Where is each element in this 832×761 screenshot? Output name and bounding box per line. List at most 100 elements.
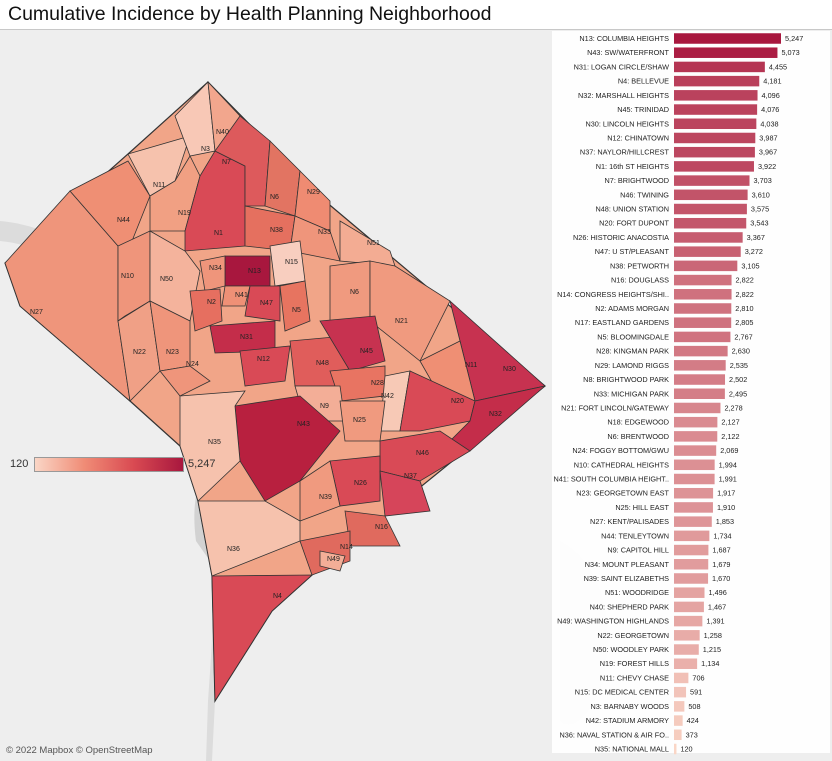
bar[interactable] — [674, 232, 743, 243]
bar[interactable] — [674, 75, 760, 87]
bar[interactable] — [674, 289, 732, 300]
bar[interactable] — [674, 132, 756, 144]
bar-value-label: 2,810 — [735, 304, 753, 313]
region-n44[interactable] — [69, 160, 151, 247]
bar[interactable] — [674, 260, 738, 272]
region-n24[interactable] — [159, 365, 211, 397]
region-n49[interactable] — [319, 550, 346, 572]
bar[interactable] — [674, 274, 732, 286]
bar[interactable] — [674, 90, 758, 101]
dc-choropleth-map[interactable]: N40 N3 N7 N11 N6 N29 N19 N44 N1 N38 N33 N51 N15 N34 N1… — [0, 30, 832, 761]
region-n47[interactable] — [244, 285, 281, 322]
map-label-n1: N1 — [214, 230, 223, 237]
bar[interactable] — [674, 416, 718, 428]
bar[interactable] — [674, 715, 683, 726]
bar[interactable] — [674, 573, 709, 584]
bar[interactable] — [674, 473, 715, 485]
bar-category-label: N4: BELLEVUE — [618, 77, 669, 86]
bar[interactable] — [674, 445, 717, 456]
region-n35[interactable] — [179, 390, 246, 502]
bar-category-label: N47: U ST/PLEASANT — [595, 247, 670, 256]
bar[interactable] — [674, 658, 698, 669]
bar-category-label: N36: NAVAL STATION & AIR FO.. — [560, 730, 669, 739]
bar-value-label: 1,910 — [717, 503, 735, 512]
bar-value-label: 3,575 — [751, 205, 769, 214]
bar[interactable] — [674, 246, 741, 257]
bar[interactable] — [674, 388, 725, 400]
bar[interactable] — [674, 701, 685, 712]
bar-category-label: N13: COLUMBIA HEIGHTS — [579, 34, 669, 43]
bar-category-label: N11: CHEVY CHASE — [600, 673, 669, 682]
region-n39[interactable] — [299, 460, 341, 522]
bar[interactable] — [674, 502, 713, 513]
region-n2[interactable] — [189, 288, 223, 332]
bar[interactable] — [674, 587, 705, 598]
bar[interactable] — [674, 303, 732, 314]
bar[interactable] — [674, 118, 757, 130]
bar-category-label: N12: CHINATOWN — [607, 133, 669, 142]
map-label-n11: N11 — [153, 182, 165, 189]
bar[interactable] — [674, 374, 726, 385]
bar-value-label: 4,096 — [762, 91, 780, 100]
bar-value-label: 2,630 — [732, 347, 750, 356]
bar[interactable] — [674, 33, 781, 44]
bar-category-label: N9: CAPITOL HILL — [607, 546, 669, 555]
legend: 120 5,247 — [10, 456, 220, 474]
bar[interactable] — [674, 104, 758, 115]
bar-category-label: N28: KINGMAN PARK — [596, 347, 669, 356]
region-n37[interactable] — [379, 470, 431, 517]
bar-value-label: 1,917 — [717, 489, 735, 498]
bar-category-label: N19: FOREST HILLS — [600, 659, 669, 668]
bar[interactable] — [674, 317, 732, 328]
map-label-n47: N47 — [260, 300, 273, 307]
region-n4[interactable] — [211, 574, 314, 703]
bar-category-label: N30: LINCOLN HEIGHTS — [585, 119, 669, 128]
region-n5[interactable] — [279, 280, 311, 332]
bar[interactable] — [674, 161, 754, 172]
bar[interactable] — [674, 544, 709, 556]
bar-category-label: N6: BRENTWOOD — [607, 432, 669, 441]
bar-category-label: N35: NATIONAL MALL — [595, 745, 669, 754]
bar-category-label: N43: SW/WATERFRONT — [587, 48, 669, 57]
bar[interactable] — [674, 615, 703, 627]
bar[interactable] — [674, 729, 682, 741]
bar[interactable] — [674, 672, 689, 684]
bar[interactable] — [674, 402, 721, 414]
legend-max-label: 5,247 — [188, 458, 216, 470]
bar-value-label: 1,134 — [701, 659, 719, 668]
region-n41[interactable] — [221, 285, 251, 307]
bar[interactable] — [674, 743, 677, 755]
bar[interactable] — [674, 61, 765, 73]
legend-min-label: 120 — [10, 458, 29, 470]
bar[interactable] — [674, 146, 755, 158]
region-n21[interactable] — [369, 260, 451, 362]
map-label-n36: N36 — [227, 546, 240, 553]
bar[interactable] — [674, 516, 712, 527]
region-n20[interactable] — [399, 370, 476, 432]
bar[interactable] — [674, 601, 704, 613]
bar[interactable] — [674, 644, 699, 655]
map-label-n41: N41 — [235, 292, 248, 299]
bar[interactable] — [674, 360, 726, 371]
region-n12[interactable] — [239, 345, 291, 387]
map-label-n45: N45 — [360, 348, 373, 355]
bar[interactable] — [674, 487, 714, 499]
bar[interactable] — [674, 345, 728, 357]
bar[interactable] — [674, 686, 687, 698]
bar[interactable] — [674, 431, 718, 442]
dashboard-title: Cumulative Incidence by Health Planning … — [8, 3, 492, 25]
bar[interactable] — [674, 530, 710, 542]
bar[interactable] — [674, 459, 715, 471]
map-label-n7: N7 — [222, 159, 231, 166]
region-n45[interactable] — [319, 315, 386, 372]
bar[interactable] — [674, 203, 747, 215]
bar[interactable] — [674, 175, 750, 186]
bar[interactable] — [674, 189, 748, 201]
bar[interactable] — [674, 217, 747, 229]
region-n36[interactable] — [197, 500, 301, 577]
bar[interactable] — [674, 630, 700, 641]
map-label-n13: N13 — [248, 268, 261, 275]
bar[interactable] — [674, 331, 731, 343]
bar[interactable] — [674, 559, 709, 570]
bar[interactable] — [674, 47, 778, 58]
